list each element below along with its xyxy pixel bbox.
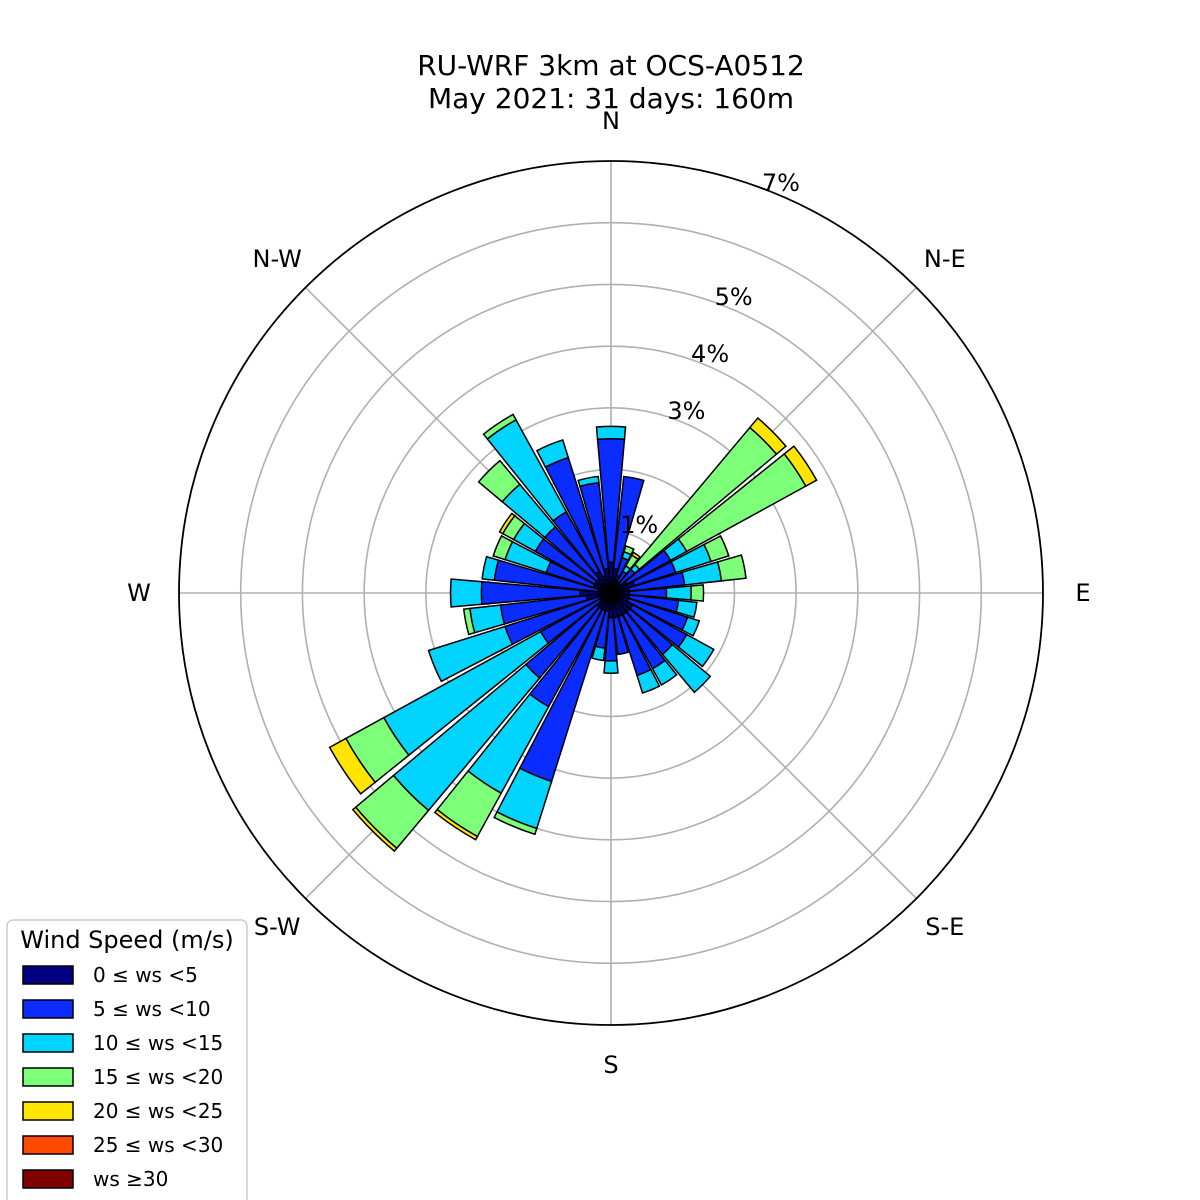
direction-label-s-e: S-E: [925, 913, 964, 941]
wind-bar-sector-3-bin-4: [630, 551, 642, 561]
wind-bar-sector-11-bin-2: [677, 633, 715, 668]
legend-swatch-4: [22, 1101, 74, 1121]
chart-title-line-2: May 2021: 31 days: 160m: [428, 82, 794, 115]
legend-title: Wind Speed (m/s): [20, 926, 234, 954]
wind-bar-sector-8-bin-2: [665, 585, 692, 601]
wind-bar-sector-17-bin-2: [591, 645, 606, 662]
wind-bar-sector-12-bin-2: [661, 643, 712, 694]
legend-swatch-1: [22, 999, 74, 1019]
wind-bar-sector-2-bin-3: [623, 544, 635, 556]
legend-label-3: 15 ≤ ws <20: [93, 1065, 223, 1089]
wind-bar-sector-6-bin-3: [703, 534, 730, 563]
wind-bar-sector-8-bin-3: [690, 584, 705, 602]
wind-bar-sector-24-bin-2: [449, 578, 483, 608]
wind-bar-sector-0-bin-2: [595, 425, 627, 441]
outer-circle: [178, 160, 1044, 1026]
legend-label-5: 25 ≤ ws <30: [93, 1133, 223, 1157]
wind-bar-sector-27-bin-4: [498, 512, 516, 535]
direction-label-s-w: S-W: [254, 913, 301, 941]
legend-swatch-6: [22, 1169, 74, 1189]
wind-bar-sector-30-bin-2: [535, 439, 570, 469]
direction-label-n: N: [602, 107, 620, 135]
wind-bar-sector-28-bin-3: [477, 459, 521, 503]
wind-bar-sector-14-bin-2: [636, 668, 661, 695]
wind-bar-sector-13-bin-2: [651, 659, 678, 686]
direction-label-n-w: N-W: [253, 245, 302, 273]
axis-labels: N N-E E S-E S S-W W N-W 1% 3% 4% 5% 7%: [127, 107, 1090, 1079]
direction-label-w: W: [127, 579, 151, 607]
legend-label-2: 10 ≤ ws <15: [93, 1031, 223, 1055]
direction-label-s: S: [603, 1051, 618, 1079]
wind-bar-sector-4-bin-4: [748, 417, 787, 456]
direction-label-n-e: N-E: [924, 245, 966, 273]
polar-frame: [178, 160, 1044, 1026]
wind-bar-sector-1-bin-1: [612, 475, 645, 571]
chart-title-line-1: RU-WRF 3km at OCS-A0512: [417, 49, 805, 82]
wind-rose-bars: [328, 413, 818, 853]
wind-bar-sector-22-bin-2: [427, 625, 514, 683]
wind-bar-sector-19-bin-4: [433, 808, 479, 841]
wind-bar-sector-10-bin-2: [681, 616, 701, 637]
wind-bar-sector-21-bin-4: [328, 737, 377, 795]
radial-tick-label: 5%: [715, 283, 753, 311]
wind-bar-sector-20-bin-4: [351, 806, 398, 853]
legend: Wind Speed (m/s) 0 ≤ ws <5 5 ≤ ws <10 10 ≤ …: [6, 919, 248, 1200]
legend-swatch-0: [22, 965, 74, 985]
wind-bar-sector-16-bin-2: [603, 659, 619, 674]
radial-tick-label: 7%: [762, 169, 800, 197]
wind-bar-sector-26-bin-3: [492, 534, 514, 561]
wind-bar-sector-31-bin-2: [577, 475, 600, 488]
legend-swatch-5: [22, 1135, 74, 1155]
legend-label-6: ws ≥30: [93, 1167, 168, 1191]
radial-tick-label: 4%: [691, 340, 729, 368]
wind-bar-sector-7-bin-3: [716, 554, 747, 582]
legend-swatch-2: [22, 1033, 74, 1053]
wind-bar-sector-9-bin-2: [675, 599, 698, 619]
wind-bar-sector-18-bin-3: [493, 810, 538, 836]
legend-label-4: 20 ≤ ws <25: [93, 1099, 223, 1123]
wind-bar-sector-15-bin-1: [612, 615, 630, 656]
legend-swatch-3: [22, 1067, 74, 1087]
legend-label-0: 0 ≤ ws <5: [93, 963, 198, 987]
radial-tick-label: 3%: [667, 397, 705, 425]
direction-label-e: E: [1075, 579, 1090, 607]
wind-bar-sector-29-bin-3: [482, 413, 518, 441]
legend-label-1: 5 ≤ ws <10: [93, 997, 211, 1021]
wind-bar-sector-23-bin-3: [462, 607, 476, 636]
wind-bar-sector-5-bin-4: [783, 445, 818, 488]
radial-tick-label: 1%: [620, 511, 658, 539]
wind-bar-sector-25-bin-2: [481, 555, 500, 582]
legend-box: [6, 919, 248, 1200]
